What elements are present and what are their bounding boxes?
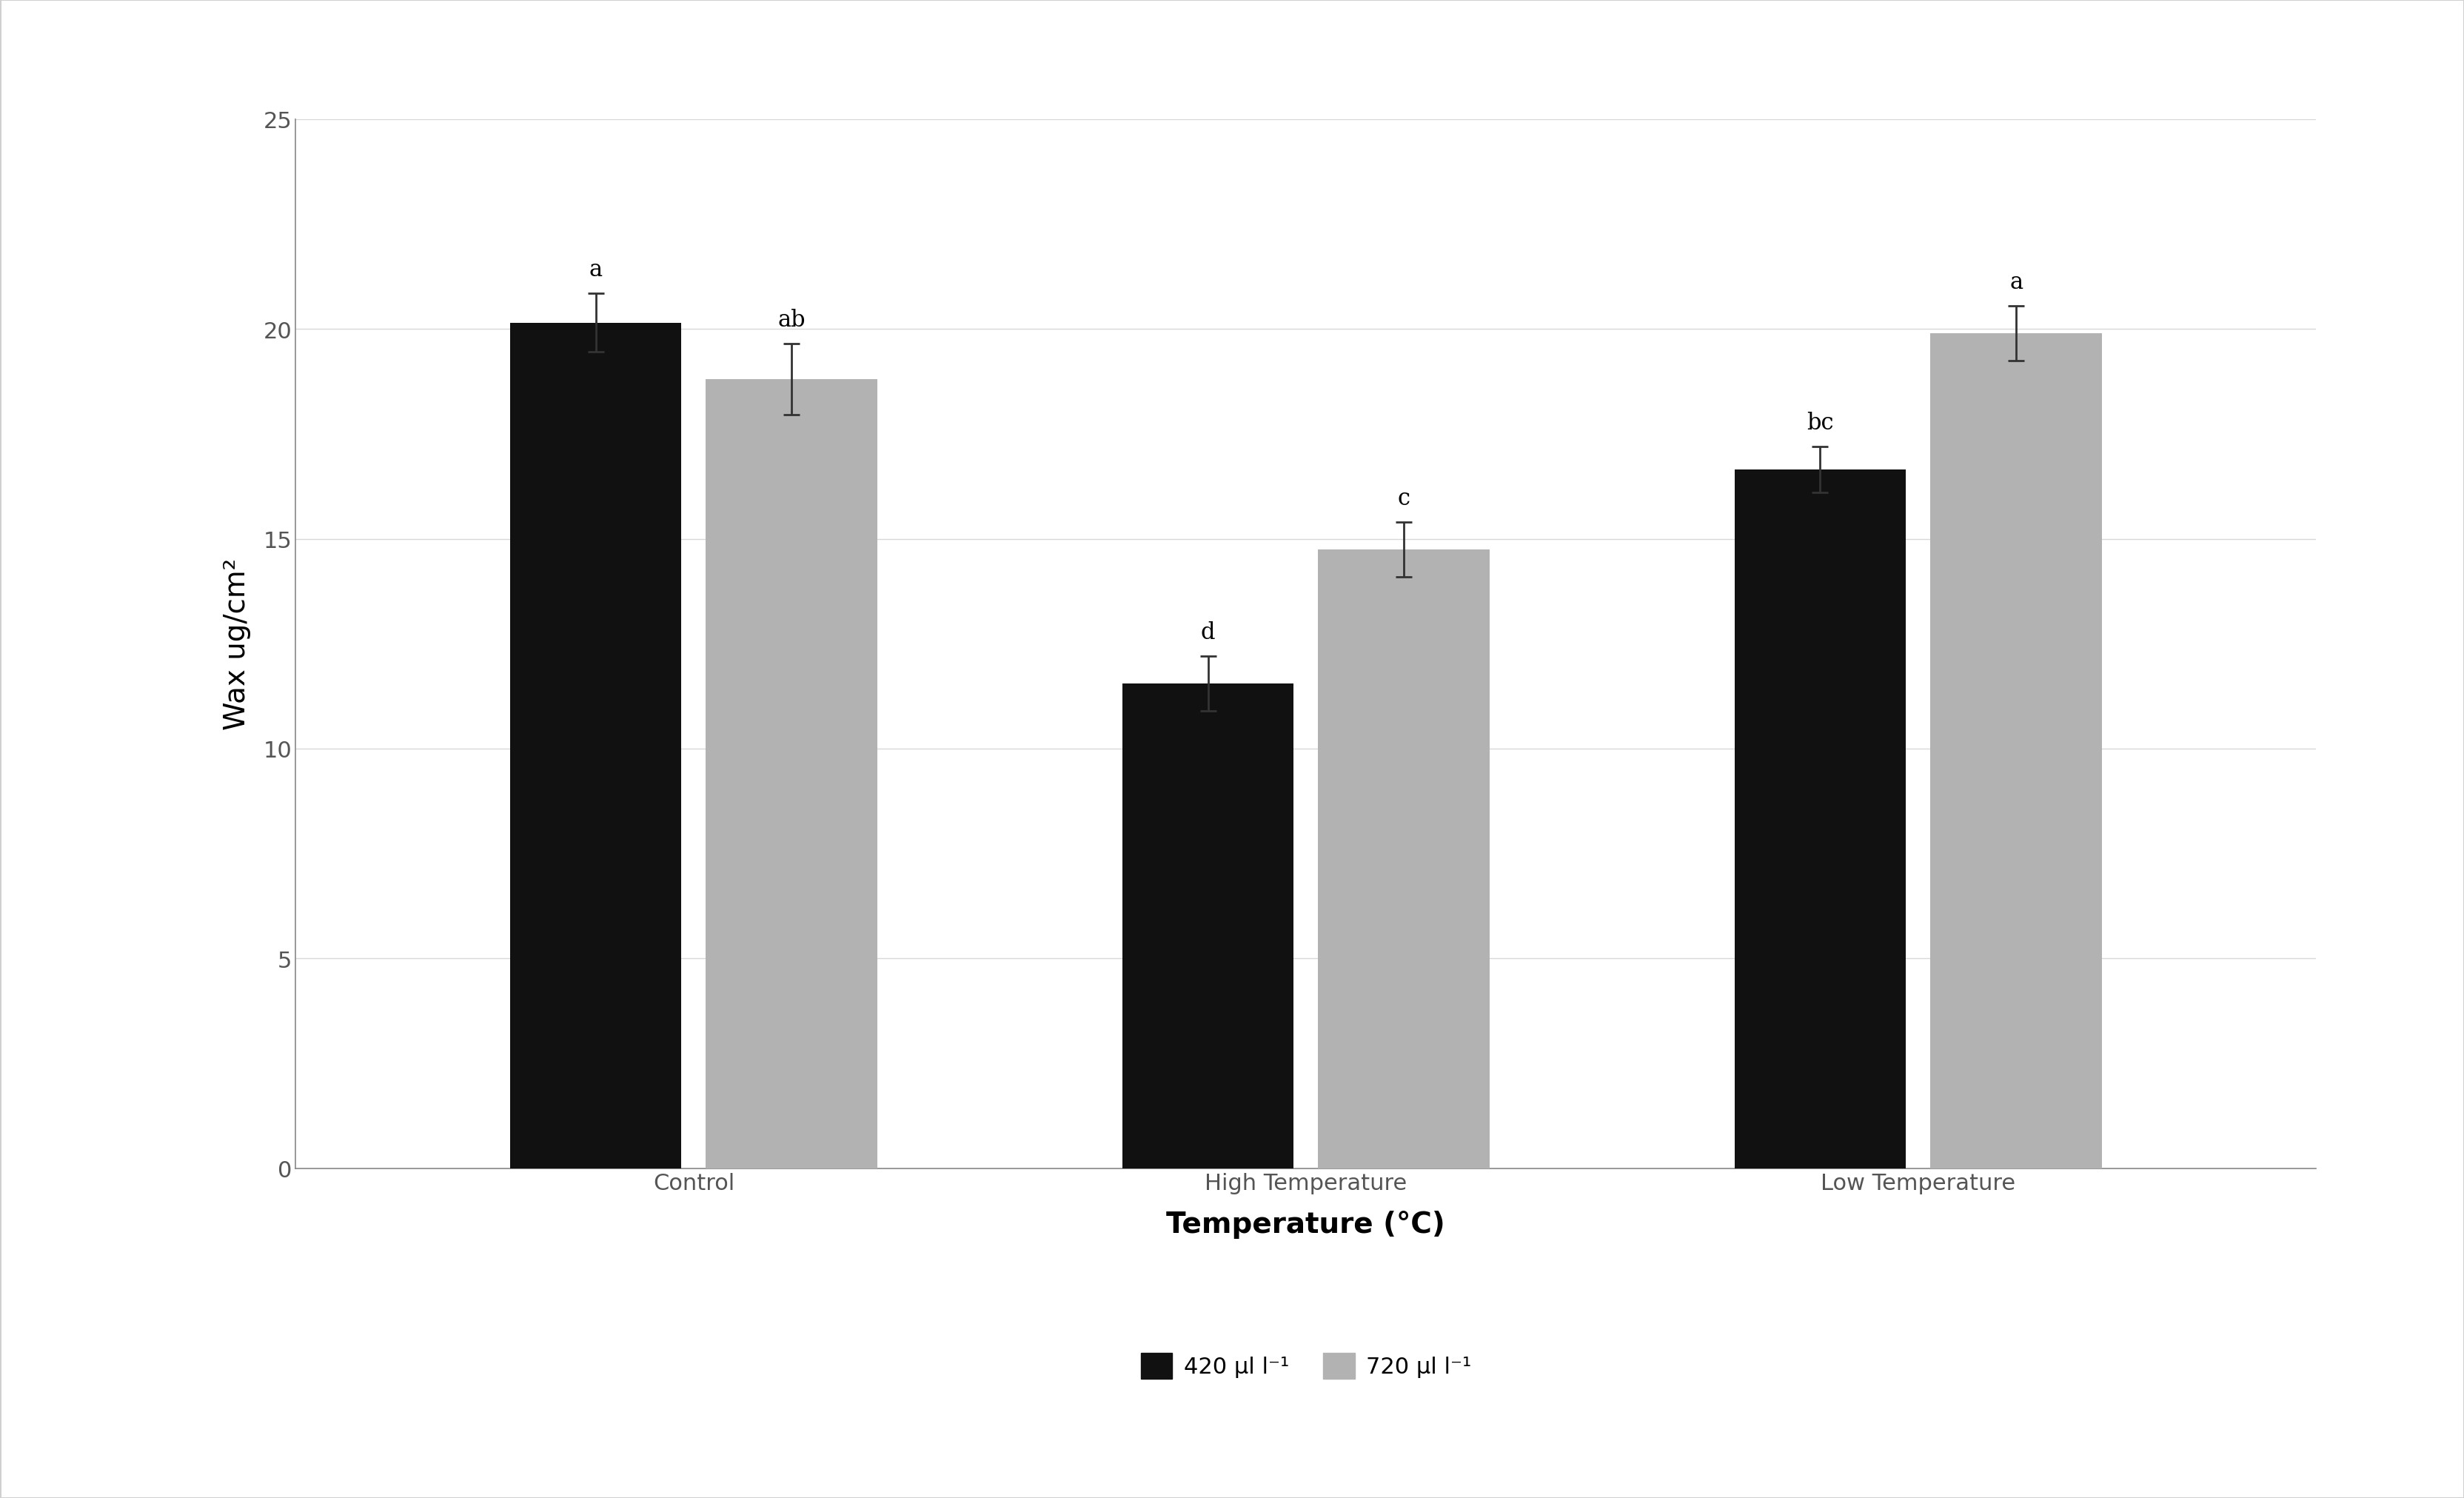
Text: a: a [589, 258, 601, 282]
Text: d: d [1200, 622, 1215, 644]
Legend: 420 μl l⁻¹, 720 μl l⁻¹: 420 μl l⁻¹, 720 μl l⁻¹ [1131, 1344, 1481, 1387]
Bar [510, 324, 683, 1168]
Bar [1121, 685, 1294, 1168]
Bar [705, 380, 877, 1168]
Bar [1929, 334, 2102, 1168]
Y-axis label: Wax ug/cm²: Wax ug/cm² [222, 559, 251, 730]
Text: bc: bc [1806, 412, 1833, 434]
Bar [1735, 470, 1907, 1168]
Text: ab: ab [779, 309, 806, 331]
Text: c: c [1397, 487, 1409, 509]
X-axis label: Temperature (°C): Temperature (°C) [1165, 1210, 1446, 1237]
Bar [1318, 550, 1491, 1168]
Text: a: a [2011, 271, 2023, 294]
